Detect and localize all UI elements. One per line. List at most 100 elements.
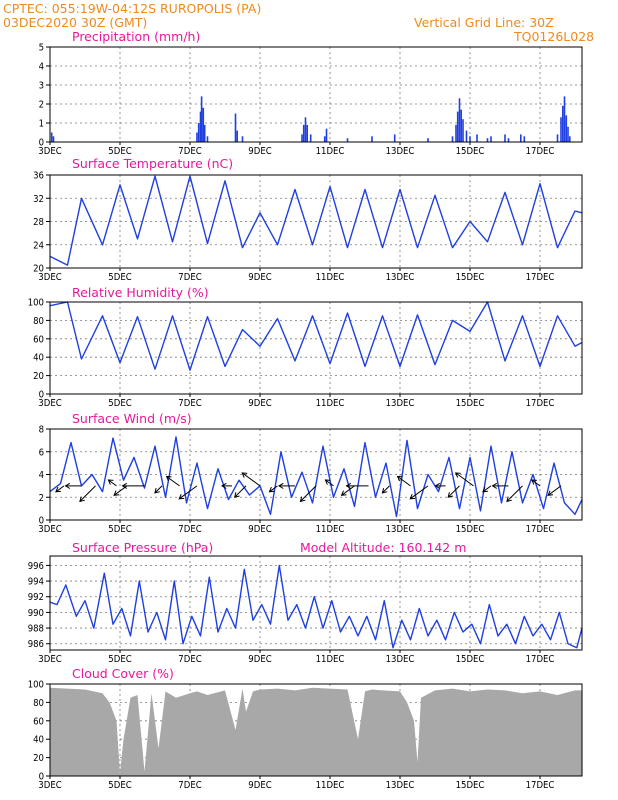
wind-vector-shaft (482, 485, 492, 493)
wind-xtick-label: 3DEC (38, 524, 61, 535)
precip-bar (50, 132, 53, 142)
wind-vector-head (107, 479, 114, 485)
pressure-xtick-label: 15DEC (456, 654, 485, 665)
humidity-ytick-label: 40 (33, 353, 44, 364)
temperature-xtick-label: 5DEC (108, 272, 131, 283)
precip-xtick-label: 17DEC (526, 146, 555, 157)
wind-vector-shaft (455, 472, 474, 487)
precip-xtick-label: 3DEC (38, 146, 61, 157)
precip-bar (563, 96, 566, 142)
temperature-title: Surface Temperature (nC) (72, 156, 234, 171)
wind-vector-shaft (166, 476, 180, 487)
precip-bar (567, 126, 569, 142)
wind-vector-shaft (341, 485, 355, 496)
precip-bar (562, 105, 564, 142)
wind-vector (221, 482, 232, 489)
precip-bar (507, 138, 510, 142)
wind-vector-head (121, 482, 128, 489)
header-station: CPTEC: 055:19W-04:12S RUROPOLIS (PA) (3, 1, 262, 16)
wind-vector-shaft (409, 485, 429, 500)
precip-bar (476, 134, 478, 142)
humidity-xtick-label: 9DEC (248, 398, 271, 409)
cloud-ytick-label: 20 (33, 753, 44, 764)
wind-vector-head (454, 472, 461, 478)
wind-line (49, 436, 583, 518)
precip-ytick-label: 1 (39, 119, 44, 130)
precip-bar (199, 111, 202, 142)
humidity-frame (49, 301, 583, 395)
cloud-xtick-label: 13DEC (386, 780, 415, 791)
precip-bar (202, 107, 205, 142)
wind-vector (396, 475, 411, 487)
temperature-xtick-label: 17DEC (526, 272, 555, 283)
wind-vector-head (396, 475, 403, 482)
cloud-xtick-label: 9DEC (248, 780, 271, 791)
wind-vector (345, 482, 369, 489)
precip-bar (465, 130, 468, 142)
wind-vector (241, 472, 261, 487)
precip-xtick-label: 7DEC (178, 146, 201, 157)
wind-vector-shaft (178, 485, 198, 500)
wind-vector-shaft (108, 479, 117, 487)
wind-vector (447, 485, 460, 498)
wind-ytick-label: 2 (39, 493, 44, 504)
precip-bar (323, 136, 326, 142)
cloud-panel: 0 20 40 60 80 100 3DEC 5DEC 7DEC 9DEC 11DEC 13DEC 15… (28, 680, 583, 791)
precip-xtick-label: 9DEC (248, 146, 271, 157)
wind-vector-head (79, 496, 85, 503)
wind-vector (55, 485, 65, 493)
wind-vector-shaft (79, 485, 96, 502)
precip-xtick-label: 13DEC (386, 146, 415, 157)
wind-vector (340, 485, 355, 496)
wind-vector-shaft (154, 485, 163, 494)
wind-xtick-label: 11DEC (316, 524, 345, 535)
wind-xtick-label: 13DEC (386, 524, 415, 535)
wind-vector (531, 479, 541, 487)
precip-bar (236, 130, 238, 142)
pressure-xtick-label: 5DEC (108, 654, 131, 665)
wind-vector (299, 485, 317, 503)
precip-bar (325, 128, 328, 142)
precip-bar (460, 109, 462, 142)
temperature-line (49, 175, 583, 266)
precip-frame (49, 46, 583, 143)
wind-vector-shaft (506, 485, 523, 502)
precip-bar (241, 136, 244, 142)
header-model-id: TQ0126L028 (514, 29, 595, 44)
wind-vector (506, 485, 523, 503)
precip-grid (50, 47, 582, 142)
precip-xtick-label: 5DEC (108, 146, 131, 157)
wind-xtick-label: 15DEC (456, 524, 485, 535)
wind-xtick-label: 5DEC (108, 524, 131, 535)
wind-vector (434, 482, 446, 489)
precip-bar (504, 134, 506, 142)
precip-bar (371, 136, 373, 142)
precip-bar (203, 124, 206, 142)
precip-bar (393, 134, 396, 142)
humidity-ytick-label: 20 (33, 371, 44, 382)
wind-vector-head (381, 487, 388, 494)
wind-vector-head (482, 486, 488, 493)
wind-vector-head (113, 490, 120, 496)
wind-vector-shaft (325, 479, 334, 487)
wind-ytick-label: 8 (39, 425, 44, 436)
wind-vector-shaft (547, 485, 562, 496)
precip-bar (234, 113, 237, 142)
header-grid-note: Vertical Grid Line: 30Z (414, 15, 554, 30)
temperature-panel: 20 24 28 32 36 3DEC 5DEC 7DEC 9DEC 11DEC 13DEC 15DE… (33, 171, 583, 283)
wind-grid (50, 429, 582, 520)
wind-vector-head (165, 475, 172, 482)
wind-vector-shaft (531, 479, 541, 487)
wind-vector (234, 485, 247, 498)
humidity-xtick-label: 17DEC (526, 398, 555, 409)
precip-bar (427, 138, 429, 142)
pressure-xtick-label: 7DEC (178, 654, 201, 665)
cloud-xtick-label: 15DEC (456, 780, 485, 791)
wind-vector-head (64, 482, 71, 489)
cloud-ytick-label: 100 (28, 680, 44, 691)
precip-bar (196, 132, 198, 142)
wind-vector-shaft (241, 472, 261, 487)
temperature-xtick-label: 3DEC (38, 272, 61, 283)
precip-bar (520, 134, 522, 142)
wind-vector-shaft (382, 485, 390, 494)
